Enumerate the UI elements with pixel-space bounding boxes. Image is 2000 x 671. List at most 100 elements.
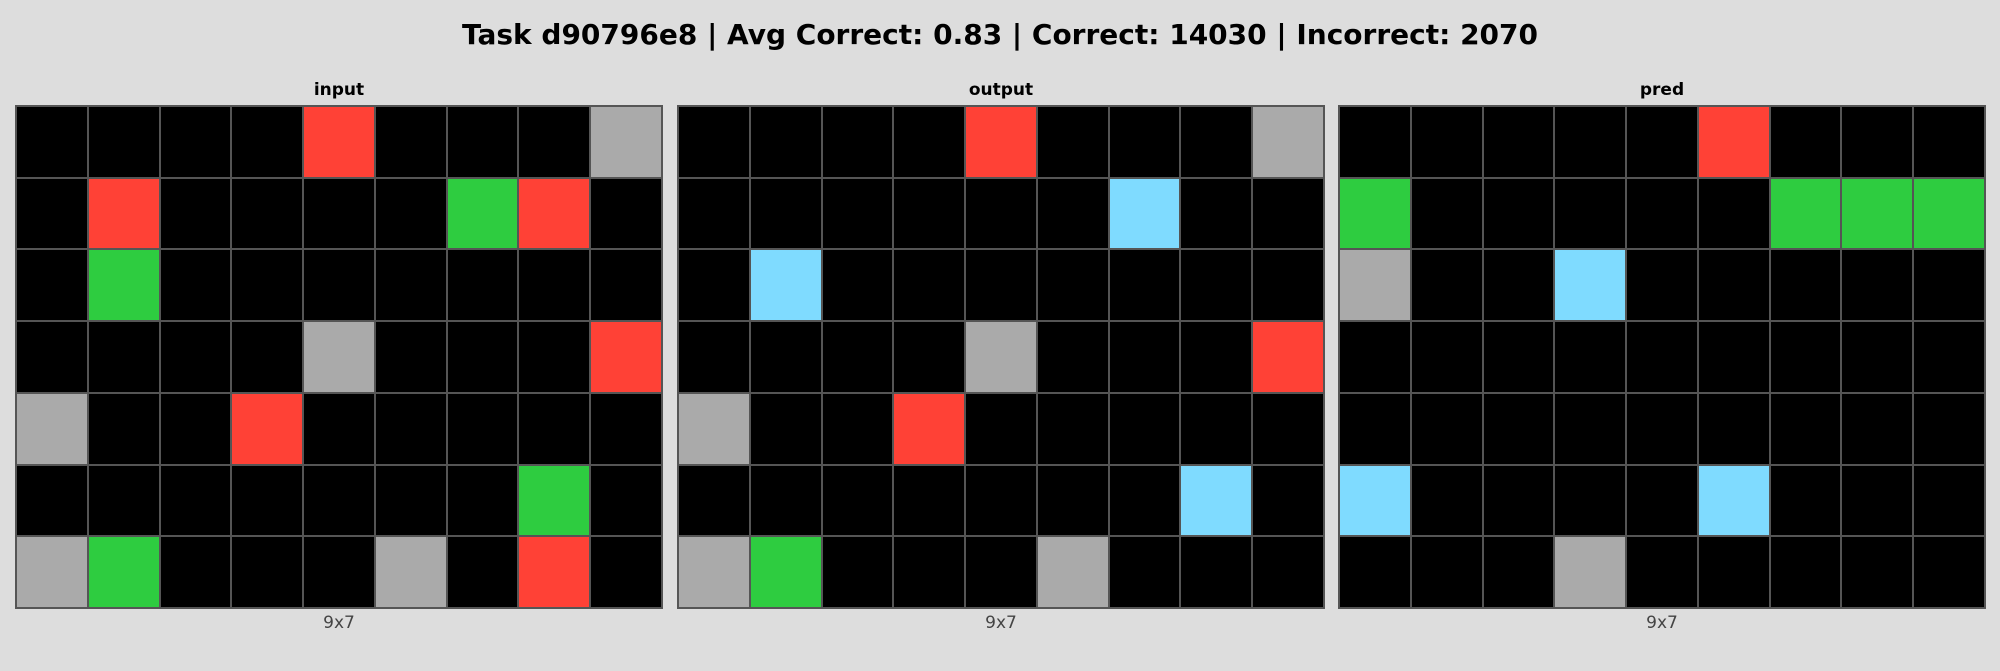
grid-cell — [893, 177, 966, 250]
grid-cell — [1697, 536, 1770, 608]
grid-cell — [1108, 392, 1181, 465]
grid-cell — [678, 321, 750, 393]
grid-cell — [303, 536, 375, 608]
grid-cell — [1482, 464, 1555, 537]
grid-cell — [1769, 321, 1842, 393]
output-panel: output 9x7 — [677, 79, 1325, 633]
grid-cell — [303, 106, 375, 178]
grid-cell — [1841, 177, 1914, 250]
grid-cell — [678, 249, 750, 322]
grid-cell — [1410, 106, 1483, 178]
grid-cell — [1769, 464, 1842, 537]
grid-cell — [1554, 249, 1627, 322]
grid-cell — [893, 536, 966, 608]
grid-cell — [893, 321, 966, 393]
grid-cell — [590, 536, 662, 608]
grid-cell — [1626, 392, 1698, 465]
grid-cell — [1769, 249, 1842, 322]
grid-cell — [159, 106, 232, 178]
grid-cell — [1180, 177, 1253, 250]
grid-cell — [1410, 321, 1483, 393]
grid-cell — [1252, 177, 1324, 250]
grid-cell — [1913, 536, 1985, 608]
grid-cell — [231, 464, 304, 537]
grid-cell — [231, 392, 304, 465]
grid-cell — [590, 249, 662, 322]
grid-cell — [159, 321, 232, 393]
grid-cell — [1180, 249, 1253, 322]
grid-cell — [1252, 321, 1324, 393]
grid-cell — [749, 321, 822, 393]
grid-cell — [87, 321, 160, 393]
grid-cell — [749, 249, 822, 322]
grid-cell — [1108, 536, 1181, 608]
grid-cell — [821, 249, 894, 322]
grid-frame — [15, 105, 663, 609]
grid-cell — [518, 321, 591, 393]
grid-cell — [1841, 249, 1914, 322]
grid-cell — [1036, 177, 1109, 250]
grid-cell — [965, 249, 1037, 322]
grid-cell — [965, 392, 1037, 465]
grid-cell — [821, 464, 894, 537]
grid-cell — [1339, 392, 1411, 465]
grid-cell — [16, 321, 88, 393]
grid-cell — [1482, 106, 1555, 178]
grid-cell — [1410, 464, 1483, 537]
grid-cell — [1913, 321, 1985, 393]
grid-cell — [1697, 321, 1770, 393]
grid-cell — [87, 106, 160, 178]
grid-cell — [231, 177, 304, 250]
grid-cell — [374, 177, 447, 250]
grid-cell — [159, 464, 232, 537]
grid-cell — [231, 536, 304, 608]
grid-cell — [446, 464, 519, 537]
grid-cell — [1252, 464, 1324, 537]
grid-cell — [446, 106, 519, 178]
grid-cell — [231, 321, 304, 393]
page-title: Task d90796e8 | Avg Correct: 0.83 | Corr… — [461, 18, 1539, 51]
grid-cell — [893, 392, 966, 465]
grid-cell — [678, 106, 750, 178]
grid-cell — [1697, 464, 1770, 537]
output-grid — [678, 106, 1324, 608]
grid-cell — [1697, 249, 1770, 322]
grid-cell — [16, 177, 88, 250]
grid-cell — [159, 536, 232, 608]
grid-cell — [1339, 106, 1411, 178]
input-panel: input 9x7 — [15, 79, 663, 633]
grid-cell — [1339, 177, 1411, 250]
grid-cell — [1180, 464, 1253, 537]
grid-cell — [303, 464, 375, 537]
grid-cell — [1108, 464, 1181, 537]
grid-cell — [1554, 392, 1627, 465]
grid-cell — [1108, 249, 1181, 322]
grid-cell — [1769, 177, 1842, 250]
grid-cell — [965, 321, 1037, 393]
grid-cell — [1036, 536, 1109, 608]
grid-cell — [965, 464, 1037, 537]
grid-cell — [1036, 464, 1109, 537]
grid-cell — [1410, 392, 1483, 465]
grid-cell — [87, 536, 160, 608]
grid-cell — [87, 392, 160, 465]
grid-cell — [1554, 106, 1627, 178]
grid-cell — [1339, 321, 1411, 393]
grid-cell — [231, 106, 304, 178]
panel-label: output — [968, 80, 1034, 100]
grid-dimensions: 9x7 — [323, 613, 355, 633]
grid-cell — [1410, 536, 1483, 608]
grid-cell — [374, 249, 447, 322]
grid-cell — [1554, 536, 1627, 608]
grid-cell — [1554, 321, 1627, 393]
grid-cell — [821, 392, 894, 465]
grid-cell — [1108, 106, 1181, 178]
grid-cell — [1626, 249, 1698, 322]
grid-cell — [303, 177, 375, 250]
grid-cell — [87, 464, 160, 537]
grid-cell — [446, 249, 519, 322]
grid-cell — [16, 392, 88, 465]
grid-cell — [1697, 177, 1770, 250]
grid-cell — [893, 249, 966, 322]
grid-cell — [1108, 177, 1181, 250]
